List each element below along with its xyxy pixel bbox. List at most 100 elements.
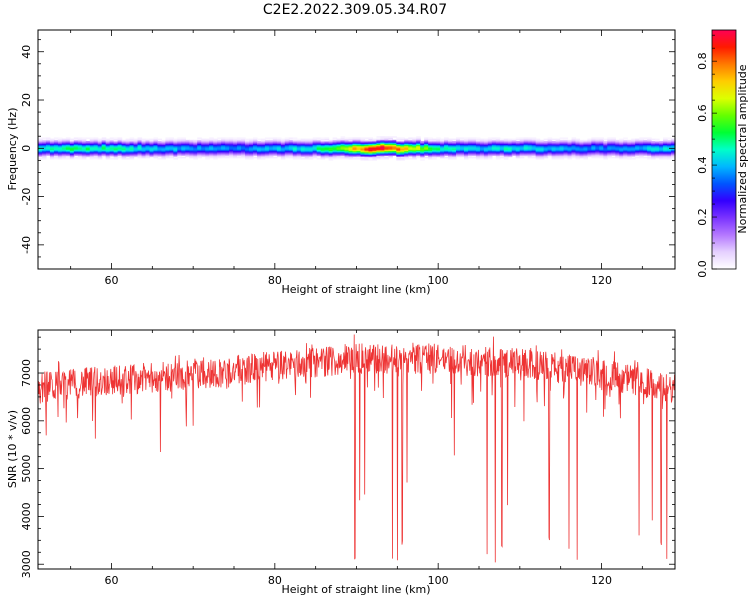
heatmap-cell xyxy=(448,147,453,149)
heatmap-cell xyxy=(631,157,636,160)
heatmap-cell xyxy=(671,142,676,144)
heatmap-cell xyxy=(408,139,413,142)
heatmap-cell xyxy=(276,145,282,148)
heatmap-cell xyxy=(125,145,131,148)
heatmap-cell xyxy=(101,145,107,148)
heatmap-cell xyxy=(599,138,604,141)
heatmap-cell xyxy=(280,144,286,147)
heatmap-cell xyxy=(463,154,469,156)
heatmap-cell xyxy=(499,155,505,158)
heatmap-cell xyxy=(197,145,202,148)
heatmap-cell xyxy=(428,156,433,159)
heatmap-cell xyxy=(276,147,282,149)
heatmap-cell xyxy=(292,144,298,147)
heatmap-cell xyxy=(344,141,350,143)
heatmap-cell xyxy=(483,149,489,152)
heatmap-cell xyxy=(563,143,569,146)
heatmap-cell xyxy=(69,142,75,144)
heatmap-cell xyxy=(288,151,294,154)
x-tick-label: 120 xyxy=(591,574,612,587)
heatmap-cell xyxy=(121,151,127,154)
heatmap-cell xyxy=(117,143,123,146)
heatmap-cell xyxy=(81,151,87,154)
heatmap-cell xyxy=(444,139,449,142)
heatmap-cell xyxy=(515,137,521,140)
heatmap-cell xyxy=(396,145,401,148)
heatmap-cell xyxy=(205,147,210,149)
heatmap-cell xyxy=(507,138,513,141)
heatmap-cell xyxy=(85,137,91,140)
heatmap-cell xyxy=(380,153,385,155)
heatmap-cell xyxy=(563,155,569,158)
heatmap-cell xyxy=(89,143,95,146)
y-tick-label: 3000 xyxy=(20,550,33,578)
heatmap-cell xyxy=(117,137,123,140)
heatmap-cell xyxy=(344,139,350,142)
y-tick-label: 4000 xyxy=(20,502,33,530)
heatmap-cell xyxy=(563,144,569,147)
heatmap-cell xyxy=(487,141,493,143)
heatmap-cell xyxy=(221,142,226,144)
heatmap-cell xyxy=(312,156,318,159)
heatmap-cell xyxy=(109,147,115,149)
heatmap-cell xyxy=(161,145,166,148)
heatmap-cell xyxy=(221,145,226,148)
heatmap-cell xyxy=(667,143,672,146)
heatmap-cell xyxy=(452,154,457,156)
heatmap-cell xyxy=(149,139,155,142)
heatmap-cell xyxy=(229,138,234,141)
heatmap-cell xyxy=(133,139,139,142)
heatmap-cell xyxy=(93,149,99,152)
heatmap-cell xyxy=(479,142,485,144)
heatmap-cell xyxy=(181,137,186,140)
heatmap-cell xyxy=(73,139,79,142)
heatmap-cell xyxy=(412,151,417,154)
heatmap-cell xyxy=(237,145,242,148)
heatmap-cell xyxy=(260,151,266,154)
heatmap-cell xyxy=(125,144,131,147)
heatmap-cell xyxy=(260,150,266,153)
heatmap-cell xyxy=(129,138,135,141)
heatmap-cell xyxy=(372,155,378,158)
heatmap-cell xyxy=(360,150,366,153)
heatmap-cell xyxy=(125,154,131,156)
heatmap-cell xyxy=(169,141,174,143)
heatmap-cell xyxy=(647,144,652,147)
heatmap-cell xyxy=(436,155,441,158)
heatmap-cell xyxy=(233,156,238,159)
heatmap-cell xyxy=(85,145,91,148)
heatmap-cell xyxy=(503,153,509,155)
heatmap-cell xyxy=(105,149,111,152)
heatmap-cell xyxy=(344,137,350,140)
heatmap-cell xyxy=(551,138,557,141)
heatmap-cell xyxy=(161,151,166,154)
heatmap-cell xyxy=(611,154,616,156)
heatmap-cell xyxy=(659,142,664,144)
heatmap-cell xyxy=(563,147,569,149)
heatmap-cell xyxy=(256,149,262,152)
heatmap-cell xyxy=(416,148,421,150)
heatmap-cell xyxy=(460,151,465,154)
heatmap-cell xyxy=(515,154,521,156)
heatmap-cell xyxy=(503,143,509,146)
heatmap-cell xyxy=(45,153,51,155)
heatmap-cell xyxy=(181,144,186,147)
heatmap-cell xyxy=(491,139,497,142)
heatmap-cell xyxy=(531,137,537,140)
heatmap-cell xyxy=(292,137,298,140)
heatmap-cell xyxy=(77,154,83,156)
heatmap-cell xyxy=(456,138,461,141)
heatmap-cell xyxy=(615,142,620,144)
heatmap-cell xyxy=(388,148,393,150)
heatmap-cell xyxy=(245,143,250,146)
heatmap-cell xyxy=(109,153,115,155)
heatmap-cell xyxy=(507,150,513,153)
heatmap-cell xyxy=(213,153,218,155)
heatmap-cell xyxy=(73,156,79,159)
heatmap-cell xyxy=(252,147,258,149)
heatmap-cell xyxy=(213,151,218,154)
heatmap-cell xyxy=(356,145,362,148)
heatmap-cell xyxy=(38,154,43,156)
heatmap-cell xyxy=(328,144,334,147)
heatmap-cell xyxy=(372,148,378,150)
